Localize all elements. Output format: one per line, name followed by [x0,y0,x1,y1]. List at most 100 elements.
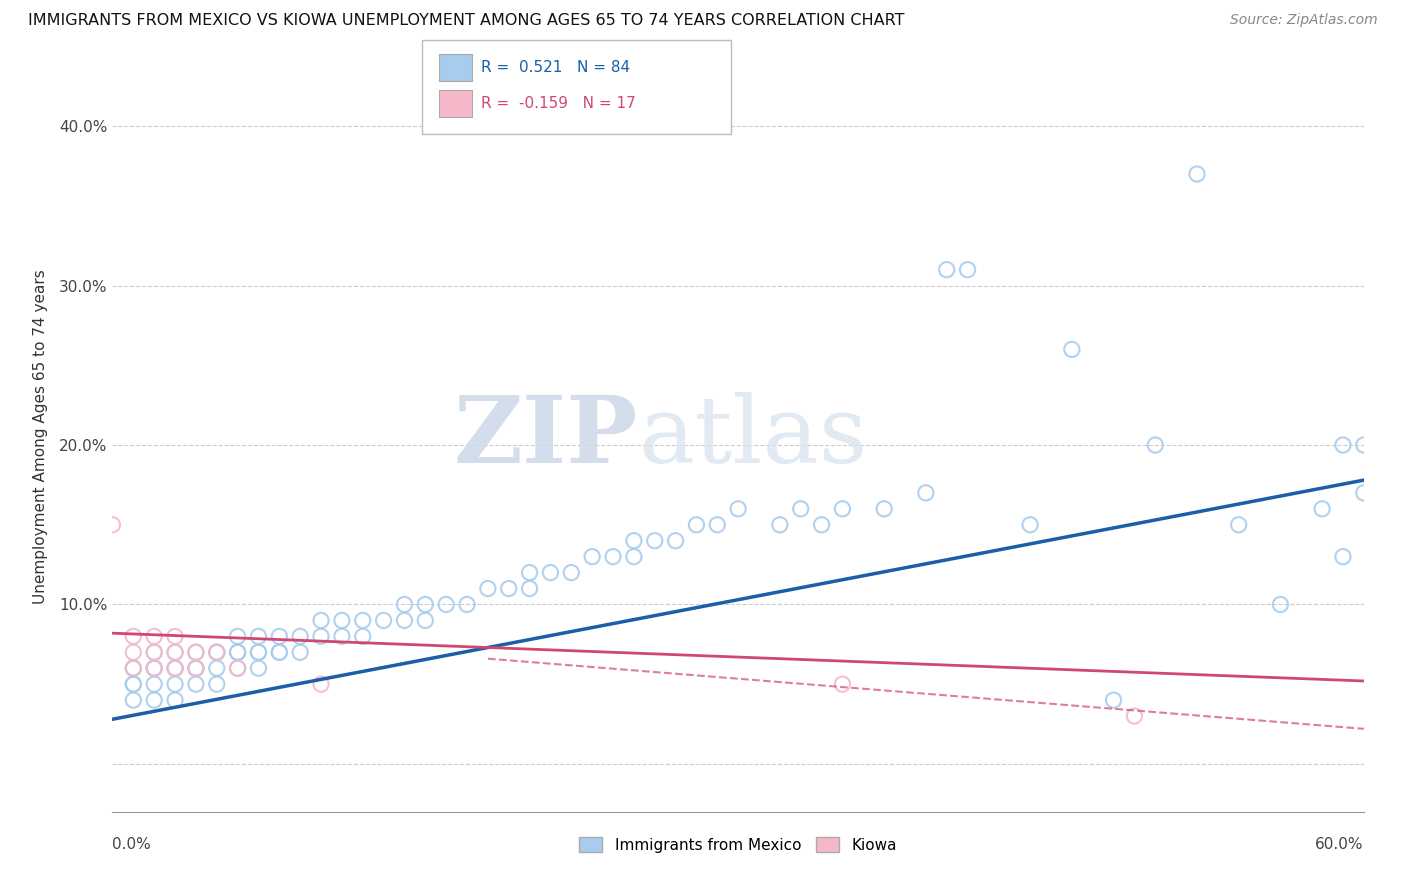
Point [685,517,707,532]
Point [184,677,207,691]
Point [143,677,166,691]
Point [122,677,145,691]
Point [309,614,332,628]
Point [623,533,645,548]
Point [623,549,645,564]
Point [143,661,166,675]
Point [1331,549,1354,564]
Point [602,549,624,564]
Point [143,645,166,659]
Point [1144,438,1167,452]
Point [163,693,186,707]
Point [352,629,374,643]
Point [706,517,728,532]
Point [226,661,249,675]
Point [394,614,416,628]
Y-axis label: Unemployment Among Ages 65 to 74 years: Unemployment Among Ages 65 to 74 years [32,269,48,605]
Point [226,645,249,659]
Point [290,645,312,659]
Point [413,614,436,628]
Point [352,614,374,628]
Point [143,693,166,707]
Point [163,661,186,675]
Point [226,661,249,675]
Point [122,693,145,707]
Point [665,533,688,548]
Point [184,661,207,675]
Point [122,677,145,691]
Text: ZIP: ZIP [454,392,638,482]
Point [810,517,832,532]
Point [644,533,666,548]
Point [330,629,353,643]
Point [101,517,124,532]
Point [269,629,291,643]
Point [1060,343,1083,357]
Point [309,677,332,691]
Text: 0.0%: 0.0% [112,837,152,852]
Point [727,501,749,516]
Point [413,598,436,612]
Point [205,677,228,691]
Point [163,645,186,659]
Point [205,645,228,659]
Point [247,645,270,659]
Text: IMMIGRANTS FROM MEXICO VS KIOWA UNEMPLOYMENT AMONG AGES 65 TO 74 YEARS CORRELATI: IMMIGRANTS FROM MEXICO VS KIOWA UNEMPLOY… [28,13,904,29]
Point [184,661,207,675]
Point [330,614,353,628]
Point [122,661,145,675]
Point [560,566,582,580]
Point [935,262,957,277]
Point [1102,693,1125,707]
Point [394,598,416,612]
Point [831,501,853,516]
Point [205,645,228,659]
Text: R =  -0.159   N = 17: R = -0.159 N = 17 [481,96,636,111]
Point [769,517,792,532]
Point [498,582,520,596]
Point [1227,517,1250,532]
Point [434,598,457,612]
Point [163,661,186,675]
Point [184,645,207,659]
Point [143,629,166,643]
Point [915,486,938,500]
Point [184,661,207,675]
Text: 60.0%: 60.0% [1316,837,1364,852]
Point [163,661,186,675]
Point [373,614,395,628]
Text: atlas: atlas [638,392,868,482]
Point [519,566,541,580]
Point [831,677,853,691]
Point [1185,167,1208,181]
Point [205,661,228,675]
Point [247,645,270,659]
Point [163,645,186,659]
Point [1123,709,1146,723]
Point [122,661,145,675]
Point [519,582,541,596]
Point [247,629,270,643]
Point [122,645,145,659]
Point [143,661,166,675]
Point [581,549,603,564]
Point [143,661,166,675]
Point [873,501,896,516]
Point [1353,486,1375,500]
Point [163,629,186,643]
Point [205,645,228,659]
Text: R =  0.521   N = 84: R = 0.521 N = 84 [481,61,630,75]
Point [477,582,499,596]
Point [226,629,249,643]
Point [538,566,561,580]
Text: Source: ZipAtlas.com: Source: ZipAtlas.com [1230,13,1378,28]
Point [226,645,249,659]
Point [1019,517,1042,532]
Point [956,262,979,277]
Point [122,629,145,643]
Point [1310,501,1333,516]
Point [1270,598,1292,612]
Point [269,645,291,659]
Point [122,661,145,675]
Point [184,645,207,659]
